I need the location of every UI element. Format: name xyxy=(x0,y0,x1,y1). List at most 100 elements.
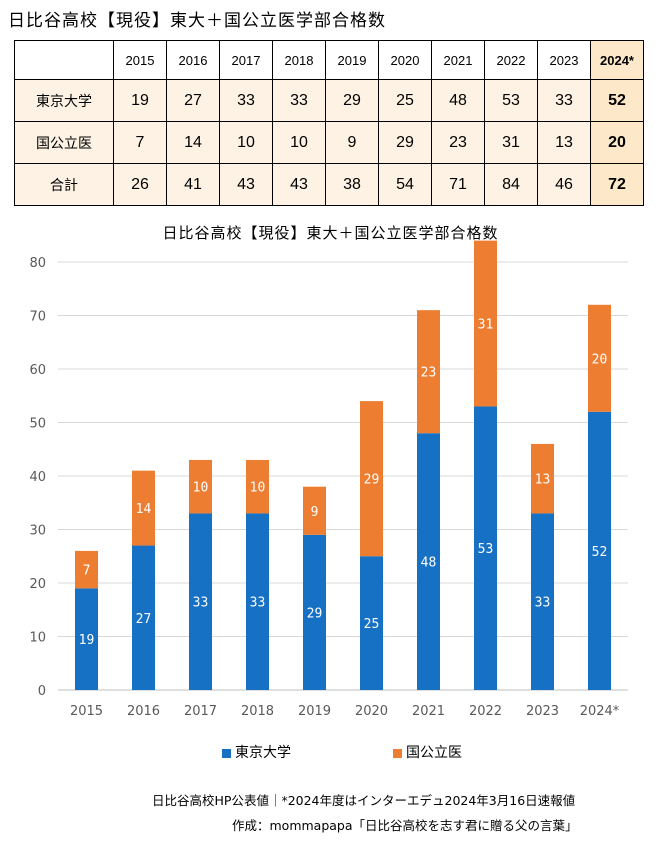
table-cell: 14 xyxy=(166,121,220,164)
y-tick-label: 20 xyxy=(29,577,46,592)
row-label: 合計 xyxy=(14,163,114,206)
y-tick-label: 70 xyxy=(29,310,46,325)
data-label: 29 xyxy=(307,606,323,621)
y-tick-label: 80 xyxy=(29,256,46,271)
legend-label: 東京大学 xyxy=(235,745,291,761)
table-cell: 71 xyxy=(431,163,485,206)
chart-title: 日比谷高校【現役】東大＋国公立医学部合格数 xyxy=(162,224,499,242)
x-tick-label: 2024* xyxy=(580,704,620,719)
table-cell-highlight: 52 xyxy=(590,79,644,122)
bar-segment xyxy=(132,545,155,690)
bar-segment xyxy=(75,588,98,690)
data-label: 10 xyxy=(193,481,209,496)
y-tick-label: 10 xyxy=(29,631,46,646)
y-tick-label: 60 xyxy=(29,363,46,378)
y-tick-label: 30 xyxy=(29,524,46,539)
table-cell: 46 xyxy=(537,163,591,206)
bar-segment xyxy=(474,240,497,407)
bar-segment xyxy=(303,486,326,535)
data-label: 48 xyxy=(421,556,437,571)
legend-swatch xyxy=(222,748,231,758)
bar-segment xyxy=(360,556,383,690)
data-label: 19 xyxy=(79,633,95,648)
table-cell: 33 xyxy=(219,79,273,122)
bar-segment xyxy=(417,433,440,690)
table-header-row: 2015 2016 2017 2018 2019 2020 2021 2022 … xyxy=(14,40,644,80)
x-tick-label: 2017 xyxy=(184,704,217,719)
row-label: 国公立医 xyxy=(14,121,114,164)
bar-segment xyxy=(531,513,554,690)
data-label: 33 xyxy=(250,596,266,611)
legend-swatch xyxy=(393,748,402,758)
legend-label: 国公立医 xyxy=(406,745,462,761)
bar-segment xyxy=(588,304,611,412)
bar-segment xyxy=(246,513,269,690)
x-tick-label: 2015 xyxy=(70,704,103,719)
year-header-highlight: 2024* xyxy=(590,40,644,80)
year-header: 2022 xyxy=(484,40,538,80)
data-label: 25 xyxy=(364,617,380,632)
table-cell: 19 xyxy=(113,79,167,122)
year-header: 2021 xyxy=(431,40,485,80)
data-label: 20 xyxy=(592,352,608,367)
bar-segment xyxy=(360,401,383,557)
data-label: 27 xyxy=(136,612,152,627)
bar-segment xyxy=(75,550,98,589)
data-label: 29 xyxy=(364,473,380,488)
table-row: 東京大学 19 27 33 33 29 25 48 53 33 52 xyxy=(14,79,644,122)
data-label: 23 xyxy=(421,366,437,381)
data-label: 33 xyxy=(193,596,209,611)
data-label: 53 xyxy=(478,542,494,557)
x-tick-label: 2020 xyxy=(355,704,388,719)
table-cell: 43 xyxy=(272,163,326,206)
data-label: 31 xyxy=(478,318,494,333)
bar-segment xyxy=(474,406,497,690)
year-header: 2020 xyxy=(378,40,432,80)
bar-segment xyxy=(246,459,269,514)
results-table: 2015 2016 2017 2018 2019 2020 2021 2022 … xyxy=(14,40,644,206)
bar-segment xyxy=(531,443,554,514)
x-tick-label: 2019 xyxy=(298,704,331,719)
year-header: 2023 xyxy=(537,40,591,80)
bar-segment xyxy=(303,534,326,690)
year-header: 2017 xyxy=(219,40,273,80)
legend-item-tokyo: 東京大学 xyxy=(222,742,291,762)
author-note: 作成：mommapapa「日比谷高校を志す君に贈る父の言葉」 xyxy=(232,818,578,833)
page-title: 日比谷高校【現役】東大＋国公立医学部合格数 xyxy=(8,11,386,31)
table-corner-cell xyxy=(14,40,114,80)
table-cell: 7 xyxy=(113,121,167,164)
data-label: 10 xyxy=(250,481,266,496)
data-label: 7 xyxy=(83,564,91,579)
table-row: 国公立医 7 14 10 10 9 29 23 31 13 20 xyxy=(14,121,644,164)
data-label: 9 xyxy=(311,505,319,520)
table-cell: 38 xyxy=(325,163,379,206)
data-label: 52 xyxy=(592,545,608,560)
data-label: 13 xyxy=(535,473,551,488)
table-cell: 10 xyxy=(272,121,326,164)
table-cell: 27 xyxy=(166,79,220,122)
table-cell: 53 xyxy=(484,79,538,122)
bar-segment xyxy=(189,459,212,514)
year-header: 2015 xyxy=(113,40,167,80)
x-tick-label: 2023 xyxy=(526,704,559,719)
table-row: 合計 26 41 43 43 38 54 71 84 46 72 xyxy=(14,163,644,206)
table-cell: 43 xyxy=(219,163,273,206)
x-tick-label: 2018 xyxy=(241,704,274,719)
table-cell: 48 xyxy=(431,79,485,122)
row-label: 東京大学 xyxy=(14,79,114,122)
y-tick-label: 0 xyxy=(38,684,46,699)
data-label: 14 xyxy=(136,502,152,517)
source-note: 日比谷高校HP公表値｜*2024年度はインターエデュ2024年3月16日速報値 xyxy=(152,793,576,808)
table-cell: 26 xyxy=(113,163,167,206)
y-tick-label: 50 xyxy=(29,417,46,432)
table-cell: 84 xyxy=(484,163,538,206)
legend-item-medical: 国公立医 xyxy=(393,742,462,762)
bar-segment xyxy=(417,310,440,434)
table-cell: 33 xyxy=(272,79,326,122)
x-tick-label: 2021 xyxy=(412,704,445,719)
bar-segment xyxy=(132,470,155,546)
table-cell-highlight: 72 xyxy=(590,163,644,206)
y-tick-label: 40 xyxy=(29,470,46,485)
bar-segment xyxy=(588,411,611,690)
